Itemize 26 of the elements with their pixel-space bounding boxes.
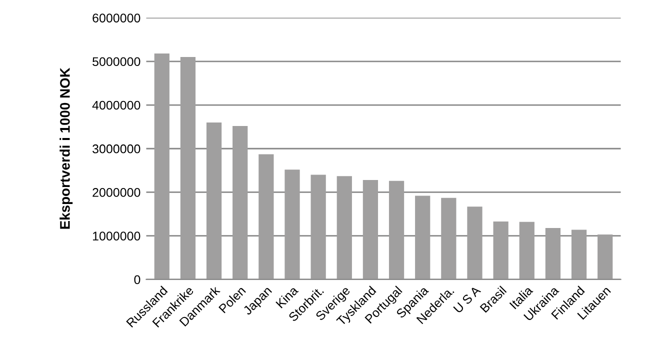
bar: [258, 154, 274, 280]
bar: [415, 196, 430, 280]
y-tick-label: 3000000: [92, 144, 140, 154]
y-tick-label: 1000000: [92, 232, 140, 240]
y-tick-label: 5000000: [92, 57, 140, 66]
y-tick-label: 4000000: [92, 100, 140, 110]
bar: [284, 170, 300, 280]
bar: [154, 54, 170, 280]
bar: [441, 198, 456, 280]
bar: [493, 221, 508, 280]
bar: [310, 174, 326, 280]
y-tick-label: 2000000: [92, 188, 140, 197]
bar: [336, 176, 352, 280]
bar: [180, 57, 196, 280]
y-tick-label: 6000000: [92, 14, 140, 22]
bar: [467, 206, 482, 280]
bar: [545, 228, 561, 280]
bar: [571, 230, 587, 280]
y-axis-title: Eksportverdi i 1000 NOK: [60, 68, 73, 229]
bar: [206, 122, 222, 280]
bar: [598, 234, 613, 280]
bar: [232, 126, 248, 280]
bar: [362, 180, 378, 280]
bar: [388, 180, 404, 280]
bar: [519, 222, 534, 280]
y-tick-label: 0: [134, 275, 140, 284]
